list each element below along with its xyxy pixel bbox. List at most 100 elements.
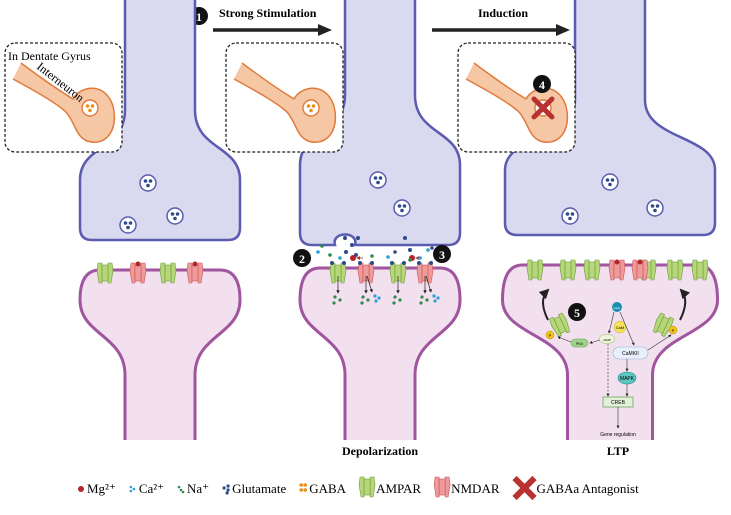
svg-text:Glutamate: Glutamate: [232, 481, 286, 496]
mg-ion: [135, 261, 141, 267]
ampar-icon: [358, 476, 376, 498]
glutamate-icon: [222, 484, 230, 495]
glutamate: [356, 236, 360, 240]
ampar-receptor: [526, 259, 544, 281]
cam-node: [613, 320, 627, 334]
ca-ion: [432, 294, 436, 298]
na-ion: [366, 298, 370, 302]
induction-arrow: Induction: [432, 6, 570, 36]
na-ion: [392, 301, 396, 305]
na-ion: [425, 298, 429, 302]
interneuron: [465, 62, 569, 143]
postsynaptic-spine: [298, 266, 462, 440]
mg-ion: [614, 259, 620, 265]
svg-text:Mg²⁺: Mg²⁺: [87, 481, 116, 496]
ion: [408, 258, 412, 262]
camkii-node: [612, 346, 649, 360]
gabaa-antagonist-icon: [531, 96, 555, 120]
nmdar-receptor: [433, 476, 451, 498]
glutamate: [408, 248, 412, 252]
na-ion: [393, 295, 397, 299]
antagonist-icon: [512, 475, 537, 501]
camp-node: [598, 334, 616, 344]
gaba-vesicle: [81, 99, 99, 117]
na-ion: [398, 298, 402, 302]
step-2-badge: 2: [293, 249, 311, 267]
induction-label: Induction: [478, 6, 528, 20]
na-ion: [338, 298, 342, 302]
ampar-receptor: [549, 312, 571, 337]
na-ion: [360, 301, 364, 305]
svg-text:2: 2: [299, 252, 305, 266]
interneuron-inset-1: [4, 42, 123, 153]
nmdar-icon: [433, 476, 451, 498]
ampar-receptor: [389, 262, 407, 284]
mg-ion: [637, 259, 643, 265]
gaba-vesicle: [302, 99, 320, 117]
ampar-receptor: [583, 259, 601, 281]
synaptic-vesicle: [646, 199, 664, 217]
svg-text:GABAa Antagonist: GABAa Antagonist: [537, 481, 640, 496]
ampar-receptor: [691, 259, 709, 281]
ion: [328, 253, 332, 257]
interneuron-inset-3: [457, 42, 576, 153]
ca-ion: [373, 294, 377, 298]
legend-item-glutamate: Glutamate: [222, 481, 286, 496]
postsynaptic-spine: [500, 263, 720, 440]
step-1-number: 1: [196, 10, 202, 24]
synaptic-vesicle: [393, 199, 411, 217]
svg-text:P: P: [549, 333, 552, 338]
step-4-badge: 4: [533, 75, 551, 93]
ca-ion: [377, 296, 381, 300]
interneuron: [12, 62, 116, 143]
na-ion: [420, 295, 424, 299]
ca-icon: [129, 485, 136, 493]
gaba: [309, 108, 313, 113]
svg-text:NMDAR: NMDAR: [451, 481, 500, 496]
gaba: [88, 108, 92, 113]
nmdar-receptor: [631, 259, 649, 281]
glutamate: [344, 250, 348, 254]
ampar-receptor: [652, 312, 674, 337]
ampar-receptor: [559, 259, 577, 281]
mg-ion: [192, 261, 198, 267]
gaba-icon: [299, 483, 308, 492]
step-1-arrow: 1 Strong Stimulation: [190, 6, 332, 36]
pka-node: [570, 338, 589, 348]
svg-text:4: 4: [539, 78, 545, 92]
svg-text:CaM: CaM: [616, 325, 624, 330]
ampar-receptor: [96, 262, 114, 284]
ca-ion: [374, 299, 378, 303]
mg-ion: [350, 255, 356, 261]
nmdar-receptor: [186, 262, 204, 284]
glutamate: [390, 261, 394, 265]
step-1-label: Strong Stimulation: [219, 6, 317, 20]
phospho-right: P: [668, 325, 678, 335]
glutamate: [402, 261, 406, 265]
svg-text:CREB: CREB: [611, 400, 626, 406]
synaptic-vesicle: [561, 207, 579, 225]
phospho-left: P: [545, 330, 555, 340]
legend-item-mg: Mg²⁺: [78, 481, 116, 496]
ampar-receptor: [358, 476, 376, 498]
svg-text:Na⁺: Na⁺: [187, 481, 209, 496]
interneuron: [233, 62, 337, 143]
legend-item-ca: Ca²⁺: [129, 481, 164, 496]
nmdar-receptor: [129, 262, 147, 284]
legend-item-na: Na⁺: [177, 481, 209, 496]
glutamate: [403, 236, 407, 240]
step-3-badge: 3: [433, 245, 451, 263]
ca-ion: [436, 296, 440, 300]
legend-item-nmdar: NMDAR: [433, 476, 500, 498]
gaba: [311, 104, 316, 108]
ca-node: [612, 302, 622, 312]
ion: [393, 250, 397, 254]
legend-item-ampar: AMPAR: [358, 476, 421, 498]
synaptic-vesicle: [166, 207, 184, 225]
gene-regulation-label: Gene regulation: [600, 432, 636, 438]
ion: [430, 246, 434, 250]
mg-icon: [78, 486, 84, 492]
na-ion: [333, 295, 337, 299]
synaptic-vesicle: [601, 173, 619, 191]
